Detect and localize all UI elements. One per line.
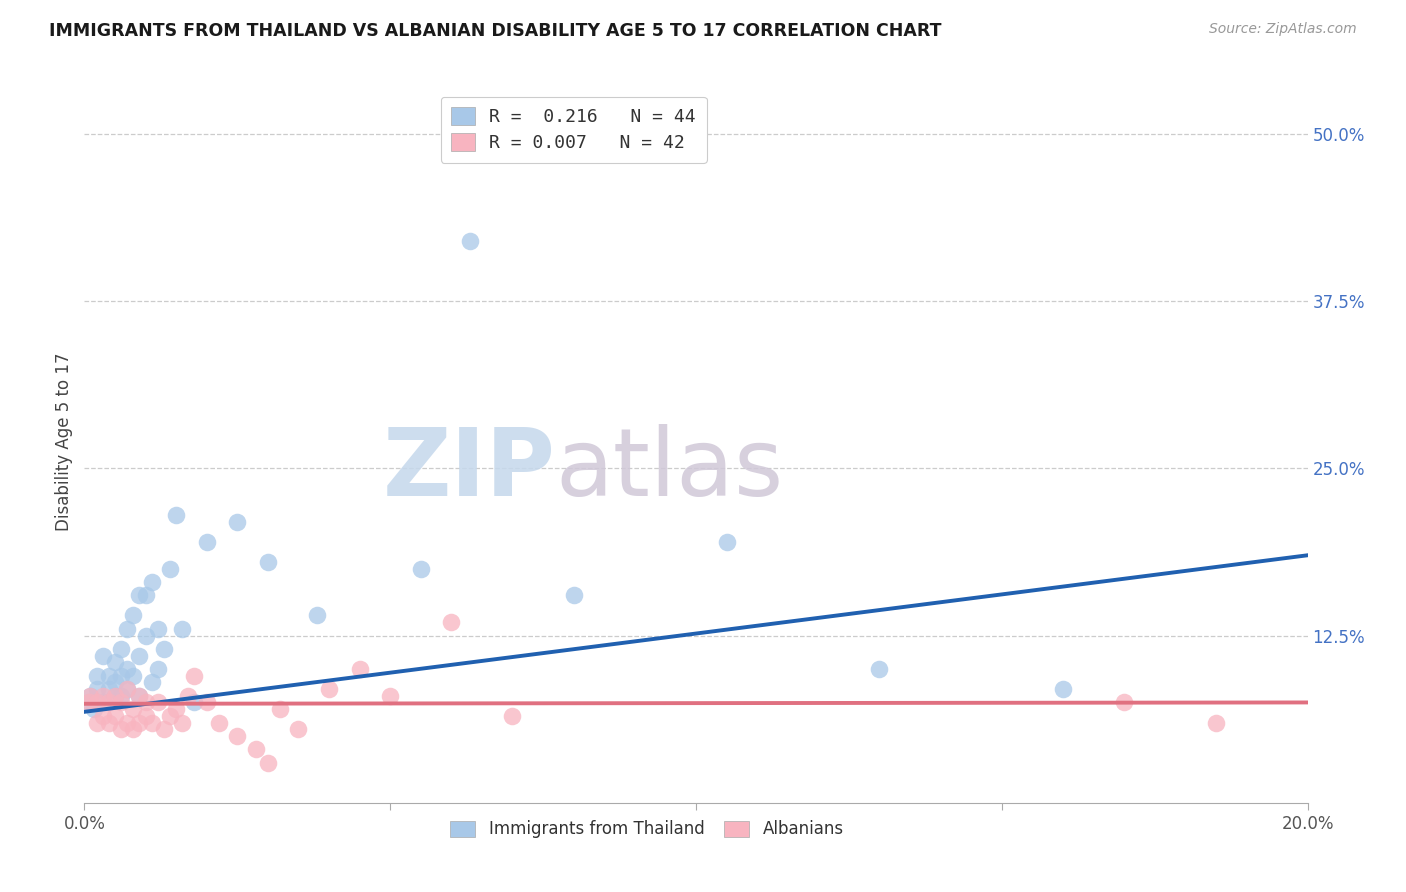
Point bbox=[195, 534, 218, 549]
Point bbox=[97, 681, 120, 696]
Point bbox=[146, 622, 169, 636]
Point bbox=[226, 729, 249, 743]
Point bbox=[79, 689, 101, 703]
Point bbox=[86, 715, 108, 730]
Point bbox=[135, 589, 157, 603]
Point bbox=[79, 689, 101, 703]
Text: IMMIGRANTS FROM THAILAND VS ALBANIAN DISABILITY AGE 5 TO 17 CORRELATION CHART: IMMIGRANTS FROM THAILAND VS ALBANIAN DIS… bbox=[49, 22, 942, 40]
Point bbox=[305, 608, 328, 623]
Point bbox=[172, 622, 194, 636]
Point bbox=[165, 508, 187, 523]
Point bbox=[122, 702, 145, 716]
Point bbox=[91, 689, 114, 703]
Point bbox=[146, 662, 169, 676]
Point bbox=[159, 708, 181, 723]
Point bbox=[135, 708, 157, 723]
Point bbox=[208, 715, 231, 730]
Point bbox=[165, 702, 187, 716]
Point bbox=[287, 723, 309, 737]
Point bbox=[122, 608, 145, 623]
Point bbox=[77, 696, 100, 710]
Point bbox=[141, 675, 163, 690]
Point bbox=[115, 715, 138, 730]
Point bbox=[183, 696, 205, 710]
Text: atlas: atlas bbox=[555, 425, 783, 516]
Point bbox=[153, 723, 176, 737]
Point bbox=[104, 655, 127, 669]
Point bbox=[245, 742, 267, 756]
Point bbox=[97, 696, 120, 710]
Point bbox=[104, 689, 127, 703]
Point bbox=[159, 562, 181, 576]
Point bbox=[226, 515, 249, 529]
Point bbox=[110, 696, 132, 710]
Point bbox=[440, 615, 463, 630]
Point bbox=[141, 715, 163, 730]
Point bbox=[1205, 715, 1227, 730]
Point bbox=[115, 681, 138, 696]
Point bbox=[115, 681, 138, 696]
Point bbox=[257, 756, 280, 770]
Text: Source: ZipAtlas.com: Source: ZipAtlas.com bbox=[1209, 22, 1357, 37]
Text: ZIP: ZIP bbox=[382, 425, 555, 516]
Point bbox=[83, 702, 105, 716]
Point bbox=[86, 696, 108, 710]
Point bbox=[502, 708, 524, 723]
Point bbox=[128, 689, 150, 703]
Point bbox=[110, 723, 132, 737]
Point bbox=[86, 669, 108, 683]
Point bbox=[97, 669, 120, 683]
Point bbox=[110, 689, 132, 703]
Point bbox=[122, 669, 145, 683]
Point bbox=[146, 696, 169, 710]
Point bbox=[91, 708, 114, 723]
Point bbox=[135, 696, 157, 710]
Point bbox=[77, 696, 100, 710]
Point bbox=[257, 555, 280, 569]
Point bbox=[128, 689, 150, 703]
Point bbox=[128, 648, 150, 663]
Point bbox=[269, 702, 291, 716]
Point bbox=[195, 696, 218, 710]
Point bbox=[141, 575, 163, 590]
Point bbox=[183, 669, 205, 683]
Point bbox=[91, 696, 114, 710]
Y-axis label: Disability Age 5 to 17: Disability Age 5 to 17 bbox=[55, 352, 73, 531]
Point bbox=[104, 708, 127, 723]
Point bbox=[128, 589, 150, 603]
Point bbox=[91, 648, 114, 663]
Point bbox=[128, 715, 150, 730]
Point bbox=[153, 642, 176, 657]
Point bbox=[409, 562, 432, 576]
Point bbox=[1052, 681, 1074, 696]
Point bbox=[122, 723, 145, 737]
Point bbox=[115, 622, 138, 636]
Point bbox=[97, 715, 120, 730]
Point bbox=[135, 628, 157, 642]
Point bbox=[177, 689, 200, 703]
Point bbox=[869, 662, 891, 676]
Point bbox=[110, 642, 132, 657]
Point bbox=[349, 662, 371, 676]
Point bbox=[318, 681, 340, 696]
Point bbox=[716, 534, 738, 549]
Point bbox=[115, 662, 138, 676]
Legend: Immigrants from Thailand, Albanians: Immigrants from Thailand, Albanians bbox=[444, 814, 851, 845]
Point bbox=[1114, 696, 1136, 710]
Point bbox=[104, 675, 127, 690]
Point bbox=[458, 234, 481, 248]
Point bbox=[86, 681, 108, 696]
Point bbox=[172, 715, 194, 730]
Point bbox=[562, 589, 585, 603]
Point bbox=[110, 669, 132, 683]
Point bbox=[104, 689, 127, 703]
Point bbox=[380, 689, 402, 703]
